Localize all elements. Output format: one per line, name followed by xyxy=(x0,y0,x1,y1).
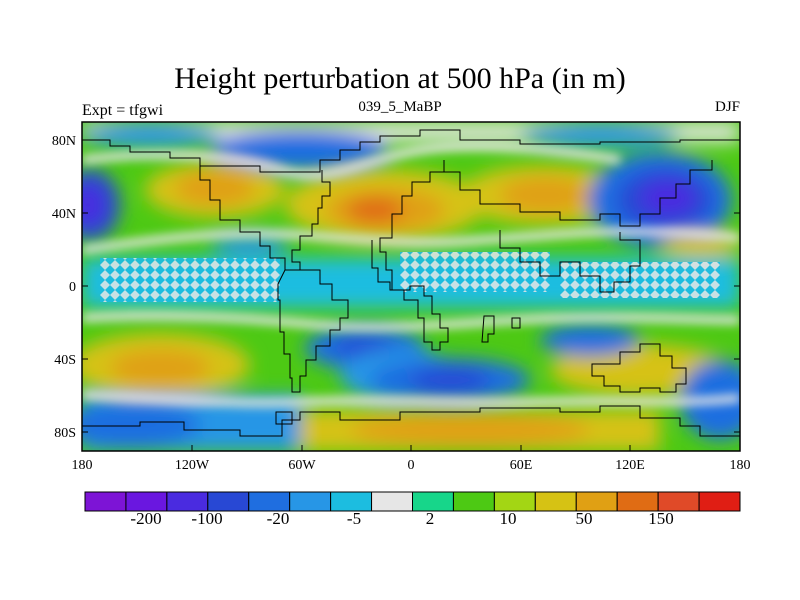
y-tick-label: 0 xyxy=(69,280,76,295)
colorbar-swatch xyxy=(371,491,413,512)
colorbar-swatch xyxy=(452,491,495,512)
contour-field xyxy=(82,122,740,451)
colorbar-label: -100 xyxy=(191,509,222,528)
x-tick-label: 120W xyxy=(175,458,210,473)
period-label: 039_5_MaBP xyxy=(358,99,442,115)
x-tick-label: 180 xyxy=(72,458,93,473)
colorbar-label: 10 xyxy=(500,509,517,528)
x-tick-label: 180 xyxy=(730,458,751,473)
y-tick-label: 80N xyxy=(52,134,76,149)
x-tick-label: 60W xyxy=(288,458,316,473)
colorbar-label: -5 xyxy=(347,509,361,528)
colorbar-swatch xyxy=(698,491,741,512)
x-tick-label: 0 xyxy=(408,458,415,473)
coastlines xyxy=(82,129,740,437)
experiment-label: Expt = tfgwi xyxy=(82,102,164,119)
colorbar-label: 150 xyxy=(648,509,674,528)
x-tick-label: 120E xyxy=(615,458,645,473)
colorbar-labels: -200 -100 -20 -5 2 10 50 150 xyxy=(130,509,673,528)
plot-title: Height perturbation at 500 hPa (in m) xyxy=(174,62,626,95)
colorbar-label: 2 xyxy=(426,509,435,528)
colorbar-swatch xyxy=(84,491,127,512)
y-tick-label: 40N xyxy=(52,207,76,222)
y-tick-label: 40S xyxy=(54,353,76,368)
season-label: DJF xyxy=(714,99,740,115)
colorbar-label: -200 xyxy=(130,509,161,528)
x-axis: 180 120W 60W 0 60E 120E 180 xyxy=(72,458,751,473)
colorbar-label: 50 xyxy=(576,509,593,528)
colorbar-swatch xyxy=(534,491,577,512)
colorbar-swatch xyxy=(289,491,332,512)
x-tick-label: 60E xyxy=(510,458,533,473)
colorbar xyxy=(84,491,741,512)
y-tick-label: 80S xyxy=(54,426,76,441)
colorbar-label: -20 xyxy=(267,509,290,528)
y-axis: 80N 40N 0 40S 80S xyxy=(52,134,76,441)
